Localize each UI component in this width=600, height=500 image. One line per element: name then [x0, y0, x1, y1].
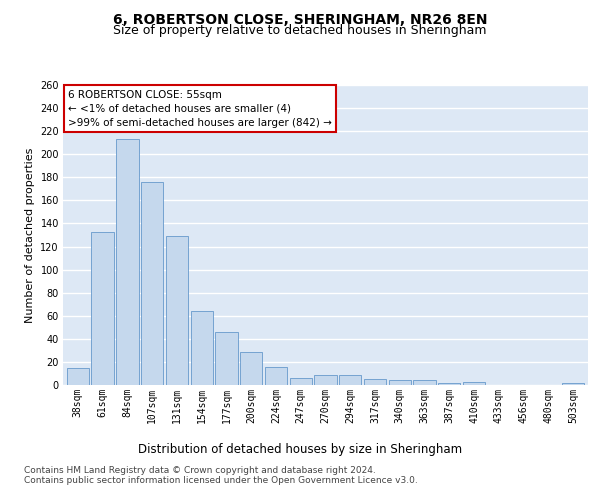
- Bar: [265, 366, 287, 385]
- Bar: [240, 352, 262, 385]
- Bar: [116, 139, 139, 385]
- Bar: [364, 379, 386, 385]
- Bar: [215, 332, 238, 385]
- Bar: [339, 374, 361, 385]
- Bar: [290, 378, 312, 385]
- Bar: [191, 311, 213, 385]
- Bar: [91, 232, 114, 385]
- Bar: [389, 380, 411, 385]
- Text: Contains HM Land Registry data © Crown copyright and database right 2024.: Contains HM Land Registry data © Crown c…: [24, 466, 376, 475]
- Text: 6 ROBERTSON CLOSE: 55sqm
← <1% of detached houses are smaller (4)
>99% of semi-d: 6 ROBERTSON CLOSE: 55sqm ← <1% of detach…: [68, 90, 332, 128]
- Text: Distribution of detached houses by size in Sheringham: Distribution of detached houses by size …: [138, 442, 462, 456]
- Bar: [562, 382, 584, 385]
- Bar: [413, 380, 436, 385]
- Text: Size of property relative to detached houses in Sheringham: Size of property relative to detached ho…: [113, 24, 487, 37]
- Text: Contains public sector information licensed under the Open Government Licence v3: Contains public sector information licen…: [24, 476, 418, 485]
- Bar: [314, 374, 337, 385]
- Bar: [463, 382, 485, 385]
- Bar: [438, 382, 460, 385]
- Bar: [141, 182, 163, 385]
- Bar: [166, 236, 188, 385]
- Y-axis label: Number of detached properties: Number of detached properties: [25, 148, 35, 322]
- Bar: [67, 368, 89, 385]
- Text: 6, ROBERTSON CLOSE, SHERINGHAM, NR26 8EN: 6, ROBERTSON CLOSE, SHERINGHAM, NR26 8EN: [113, 12, 487, 26]
